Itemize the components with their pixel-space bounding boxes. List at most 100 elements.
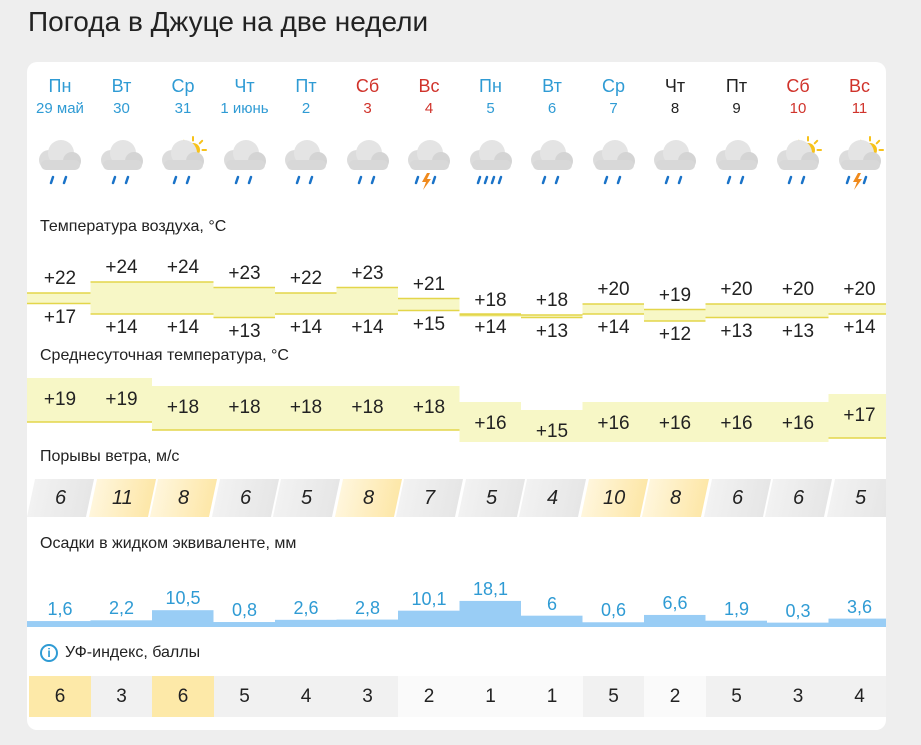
temp-min-value: +14 (289, 317, 323, 338)
avg-temp-label: Среднесуточная температура, °C (40, 347, 289, 364)
uv-value: 1 (521, 676, 583, 717)
temp-min-value: +14 (105, 317, 138, 338)
day-date: 29 май (36, 100, 84, 117)
temp-max-value: +24 (166, 257, 200, 278)
precip-value: 1,6 (47, 599, 73, 620)
info-icon[interactable]: i (40, 644, 58, 662)
precip-value: 0,8 (231, 600, 258, 621)
day-of-week: Сб (786, 76, 810, 96)
gust-value: 5 (854, 487, 866, 509)
precip-label: Осадки в жидком эквиваленте, мм (40, 535, 297, 552)
cloud-rain-icon (346, 140, 389, 185)
temp-range-bar (582, 304, 644, 314)
gust-value: 5 (300, 487, 313, 509)
avg-temp-bar (459, 402, 521, 442)
day-of-week: Чт (664, 76, 686, 96)
gust-cell: 11 (88, 479, 156, 517)
cloud-rain-icon (100, 140, 143, 185)
precip-value: 10,1 (411, 588, 447, 609)
precip-bar (213, 622, 275, 627)
gust-value: 6 (54, 487, 67, 509)
avg-temp-bar (27, 378, 91, 422)
sun-cloud-rain-icon (777, 136, 822, 185)
uv-value: 2 (398, 676, 460, 717)
temp-min-value: +13 (720, 320, 753, 342)
day-of-week: Ср (171, 76, 195, 96)
avg-temp-bar (521, 410, 583, 442)
temp-max-value: +22 (289, 268, 323, 289)
temp-max-value: +20 (781, 279, 815, 300)
temp-range-bar (705, 304, 767, 318)
gust-cell: 5 (826, 479, 886, 517)
avg-temp-value: +15 (535, 421, 569, 442)
temp-min-value: +14 (597, 317, 630, 338)
temp-min-value: +13 (781, 320, 815, 342)
avg-temp-band (27, 378, 886, 442)
temp-range-bar (398, 298, 460, 311)
avg-temp-value: +19 (43, 389, 77, 410)
temp-max-value: +21 (412, 273, 446, 295)
cloud-rain-icon (531, 140, 573, 185)
day-of-week: Пт (725, 76, 748, 96)
gust-value: 6 (731, 487, 743, 509)
precip-bar (705, 620, 767, 627)
temp-max-value: +24 (105, 257, 138, 278)
precip-value: 3,6 (846, 596, 873, 617)
gust-value: 8 (362, 487, 374, 509)
day-of-week: Пт (295, 76, 317, 96)
temp-range-bar (644, 309, 706, 321)
temp-range-bar (336, 287, 398, 314)
precip-bar (459, 600, 521, 627)
day-of-week: Пн (48, 76, 72, 96)
avg-temp-bar (705, 402, 767, 442)
avg-temp-value: +18 (351, 397, 384, 418)
precip-bar (336, 619, 398, 627)
cloud-rain-icon (285, 140, 327, 185)
temp-max-value: +20 (597, 279, 630, 300)
precip-bar (27, 621, 91, 627)
uv-value: 6 (29, 676, 91, 717)
day-date: 7 (609, 100, 618, 117)
temp-range-bar (275, 293, 337, 314)
cloud-rain-icon (39, 140, 81, 185)
day-date: 8 (670, 100, 680, 117)
avg-temp-value: +18 (412, 397, 446, 418)
cloud-rain-icon (654, 140, 696, 185)
temp-max-value: +19 (658, 284, 692, 306)
temp-max-value: +22 (43, 268, 77, 289)
temp-max-value: +20 (843, 279, 876, 300)
cloud-rain-icon (715, 140, 758, 185)
avg-temp-value: +19 (105, 389, 138, 410)
gust-cell: 8 (149, 479, 218, 517)
avg-temp-bar (213, 386, 275, 430)
cloud-rain-icon (592, 140, 635, 185)
avg-temp-value: +18 (289, 397, 323, 418)
precip-bar (521, 615, 583, 627)
uv-value: 1 (459, 676, 522, 717)
air-temp-label: Температура воздуха, °C (40, 218, 227, 235)
temp-range-bar (521, 315, 583, 318)
sun-cloud-thunder-rain-icon (838, 136, 884, 190)
gust-value: 8 (177, 487, 190, 509)
uv-label: УФ-индекс, баллы (65, 644, 201, 661)
gust-value: 10 (602, 487, 626, 509)
temp-min-value: +13 (228, 320, 261, 342)
precip-value: 1,9 (723, 598, 750, 619)
temp-min-value: +15 (412, 313, 446, 335)
gust-cell: 7 (395, 479, 464, 517)
uv-value: 3 (90, 676, 153, 717)
uv-value: 4 (275, 676, 337, 717)
precip-bar (828, 618, 886, 627)
temp-range-bar (152, 282, 214, 314)
day-of-week: Пн (479, 76, 502, 96)
avg-temp-value: +16 (720, 413, 753, 434)
gust-cell: 5 (272, 479, 341, 517)
day-date: 30 (113, 100, 130, 117)
precip-bar (152, 610, 214, 627)
precip-value: 2,2 (108, 598, 135, 619)
avg-temp-value: +16 (658, 413, 692, 434)
temp-range-bar (213, 287, 275, 318)
temp-min-value: +14 (166, 317, 200, 338)
temp-min-value: +12 (658, 324, 692, 345)
cloud-rain-icon (223, 140, 266, 185)
